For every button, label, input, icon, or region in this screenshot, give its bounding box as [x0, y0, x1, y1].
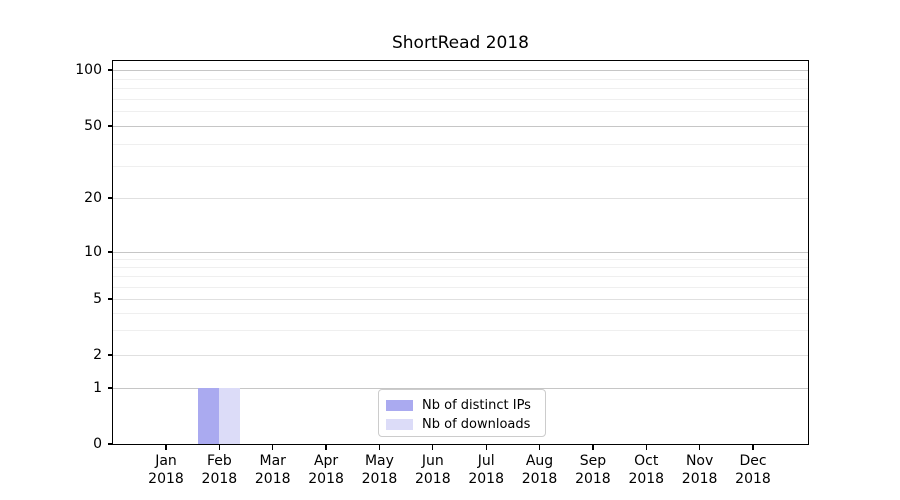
- legend-item-distinct-ips: Nb of distinct IPs: [386, 396, 537, 415]
- gridline-y-60: [113, 111, 808, 113]
- plot-area: Nb of distinct IPs Nb of downloads: [112, 60, 809, 445]
- x-tick-label-jun-2018: Jun 2018: [414, 453, 451, 487]
- x-tick-mark-sep: [592, 445, 594, 450]
- x-tick-mark-jul: [485, 445, 487, 450]
- y-tick-label-100: 100: [75, 62, 102, 78]
- x-tick-mark-jan: [165, 445, 167, 450]
- gridline-y-40: [113, 143, 808, 145]
- y-tick-mark-50: [107, 125, 113, 127]
- x-tick-mark-mar: [272, 445, 274, 450]
- x-tick-label-aug-2018: Aug 2018: [521, 453, 558, 487]
- x-tick-label-jan-2018: Jan 2018: [148, 453, 184, 487]
- x-tick-mark-may: [378, 445, 381, 450]
- y-tick-mark-0: [107, 443, 113, 445]
- y-tick-label-5: 5: [93, 291, 102, 307]
- x-tick-label-sep-2018: Sep 2018: [575, 453, 611, 487]
- x-tick-label-jul-2018: Jul 2018: [468, 453, 504, 487]
- y-tick-mark-2: [107, 354, 113, 356]
- x-tick-label-may-2018: May 2018: [361, 453, 398, 487]
- x-tick-label-apr-2018: Apr 2018: [308, 453, 344, 487]
- gridline-y-6: [113, 286, 808, 288]
- y-tick-label-10: 10: [84, 244, 102, 260]
- gridline-y-20: [113, 198, 808, 199]
- legend-label-downloads: Nb of downloads: [422, 416, 531, 432]
- x-tick-label-oct-2018: Oct 2018: [628, 453, 665, 487]
- gridline-y-50: [113, 126, 808, 127]
- gridline-y-2: [113, 355, 808, 356]
- bar-nb-of-distinct-ips-feb-2018: [198, 388, 220, 444]
- x-tick-mark-jun: [432, 445, 434, 450]
- gridline-y-3: [113, 330, 808, 332]
- y-tick-label-20: 20: [84, 190, 102, 206]
- y-tick-mark-5: [107, 298, 113, 300]
- x-tick-mark-apr: [325, 445, 327, 450]
- legend-label-distinct-ips: Nb of distinct IPs: [422, 397, 531, 413]
- x-tick-label-feb-2018: Feb 2018: [201, 453, 238, 487]
- y-tick-mark-1: [107, 387, 113, 389]
- y-tick-mark-20: [107, 197, 113, 199]
- y-tick-label-50: 50: [84, 118, 102, 134]
- legend-swatch-downloads: [386, 419, 413, 430]
- gridline-y-70: [113, 98, 808, 100]
- chart-title: ShortRead 2018: [391, 33, 529, 53]
- x-tick-mark-nov: [698, 445, 701, 450]
- gridline-y-1: [113, 388, 808, 389]
- legend: Nb of distinct IPs Nb of downloads: [378, 389, 546, 437]
- y-tick-label-0: 0: [93, 436, 102, 452]
- x-tick-mark-aug: [538, 445, 541, 450]
- legend-swatch-distinct-ips: [386, 400, 413, 411]
- y-tick-mark-10: [107, 251, 113, 253]
- legend-item-downloads: Nb of downloads: [386, 415, 537, 434]
- gridline-y-100: [113, 70, 808, 71]
- x-tick-mark-dec: [752, 445, 754, 450]
- y-tick-label-2: 2: [93, 347, 102, 363]
- y-tick-mark-100: [107, 69, 113, 71]
- gridline-y-90: [113, 78, 808, 80]
- gridline-y-7: [113, 276, 808, 278]
- x-tick-label-dec-2018: Dec 2018: [735, 453, 771, 487]
- gridline-y-4: [113, 312, 808, 314]
- gridline-y-8: [113, 267, 808, 269]
- x-tick-label-mar-2018: Mar 2018: [254, 453, 291, 487]
- gridline-y-30: [113, 166, 808, 168]
- bar-nb-of-downloads-feb-2018: [219, 388, 241, 444]
- y-tick-label-1: 1: [93, 380, 102, 396]
- x-tick-mark-oct: [645, 445, 647, 450]
- gridline-y-10: [113, 252, 808, 253]
- x-tick-label-nov-2018: Nov 2018: [681, 453, 718, 487]
- gridline-y-5: [113, 299, 808, 300]
- gridline-y-80: [113, 88, 808, 90]
- gridline-y-9: [113, 259, 808, 261]
- x-tick-mark-feb: [218, 445, 220, 450]
